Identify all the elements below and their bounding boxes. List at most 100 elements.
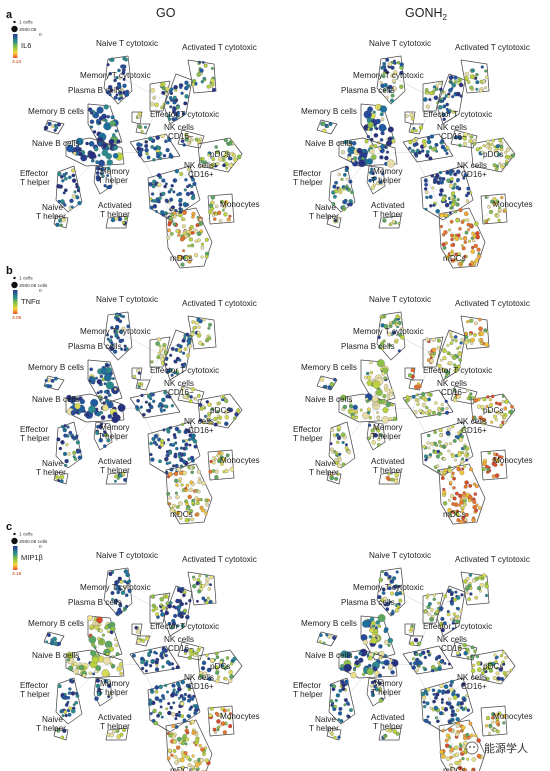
cell-node [432, 593, 436, 597]
cell-node [148, 664, 153, 668]
cell-node [434, 87, 439, 91]
cell-node [433, 430, 438, 435]
cell-node [352, 404, 358, 410]
cluster-label-naive-t-cytotoxic: Naive T cytotoxic [369, 295, 431, 304]
cell-node [358, 657, 364, 663]
cell-node [337, 718, 341, 722]
cluster-label-naive-t-helper-1: Naive [42, 715, 63, 724]
cell-node [494, 418, 498, 422]
cell-node [172, 605, 176, 609]
cell-node [426, 715, 430, 719]
cell-node [173, 454, 178, 459]
cell-node [431, 337, 436, 342]
cell-node [195, 651, 199, 655]
cluster-mdcs [438, 719, 486, 771]
cell-node [186, 353, 190, 358]
cell-node [415, 669, 419, 673]
cell-node [75, 137, 84, 146]
cell-node [106, 166, 111, 171]
cell-node [396, 60, 401, 65]
cell-node [207, 153, 211, 157]
cluster-label-memory-b-cells: Memory B cells [28, 107, 84, 116]
cell-node [95, 176, 101, 182]
cell-node [113, 145, 118, 151]
cell-node [186, 714, 190, 718]
cell-node [466, 757, 470, 761]
colorbar [13, 290, 18, 314]
cell-node [174, 117, 178, 121]
cell-node [444, 738, 449, 743]
cluster-label-memory-t-cytotoxic: Memory T cytotoxic [80, 327, 151, 336]
cell-node [106, 159, 113, 166]
cell-node [101, 669, 110, 677]
cell-node [167, 395, 172, 399]
cell-node [362, 620, 370, 628]
cell-node [460, 244, 464, 247]
watermark-icon [465, 741, 479, 755]
cell-node [345, 701, 350, 706]
cell-node [444, 399, 448, 403]
cell-node [448, 183, 454, 189]
cell-node [182, 210, 187, 215]
cell-node [120, 64, 125, 69]
cell-node [224, 398, 229, 403]
cell-node [184, 132, 188, 137]
cluster-activated-t-cytotoxic [187, 315, 217, 350]
cell-node [466, 80, 471, 84]
cluster-hull [338, 137, 398, 167]
cell-node [211, 82, 215, 86]
cell-node [469, 467, 474, 472]
cell-node [354, 415, 359, 420]
cell-node [179, 171, 184, 177]
cluster-hull [376, 55, 406, 105]
size-legend-large-dot [11, 25, 18, 33]
cell-node [147, 701, 153, 706]
cell-node [426, 441, 430, 445]
cluster-label-nk-cells-cd16-plus-2: CD16+ [188, 426, 214, 435]
cell-node [475, 503, 479, 507]
cell-node [468, 586, 473, 590]
cell-node [479, 331, 485, 336]
cell-node [191, 754, 195, 758]
cell-node [209, 575, 214, 580]
cluster-label-memory-t-cytotoxic: Memory T cytotoxic [353, 327, 424, 336]
cell-node [97, 637, 101, 641]
cluster-naive-t-cytotoxic [103, 55, 133, 105]
cell-node [413, 409, 418, 415]
cell-node [371, 171, 375, 176]
cluster-monocytes [480, 705, 508, 737]
cell-node [369, 148, 375, 155]
cell-node [166, 113, 171, 118]
cell-node [451, 502, 455, 506]
cell-node [322, 128, 327, 133]
cell-node [108, 138, 115, 145]
cell-node [168, 733, 173, 738]
cell-node [382, 666, 385, 669]
cell-node [88, 633, 93, 638]
cell-node [502, 415, 507, 419]
cluster-tiny-2 [408, 635, 424, 647]
cell-node [169, 705, 174, 710]
cell-node [336, 425, 342, 430]
cell-node [215, 149, 221, 155]
cell-node [149, 452, 153, 457]
cell-node [167, 710, 172, 716]
cell-node [135, 405, 139, 409]
cell-node [61, 696, 66, 700]
cell-node [487, 451, 491, 455]
cell-node [153, 650, 157, 655]
cell-node [368, 178, 372, 183]
cell-node [169, 353, 173, 357]
cell-node [120, 338, 125, 343]
cell-node [148, 648, 152, 653]
colorbar [13, 34, 18, 58]
cell-node [188, 443, 192, 447]
cell-node [163, 390, 168, 395]
cell-node [470, 135, 474, 139]
cluster-label-pdcs: pDCs [483, 150, 503, 159]
cluster-tiny-1 [131, 111, 143, 125]
cell-node [465, 693, 469, 697]
cell-node [440, 700, 444, 705]
cell-node [388, 391, 394, 397]
